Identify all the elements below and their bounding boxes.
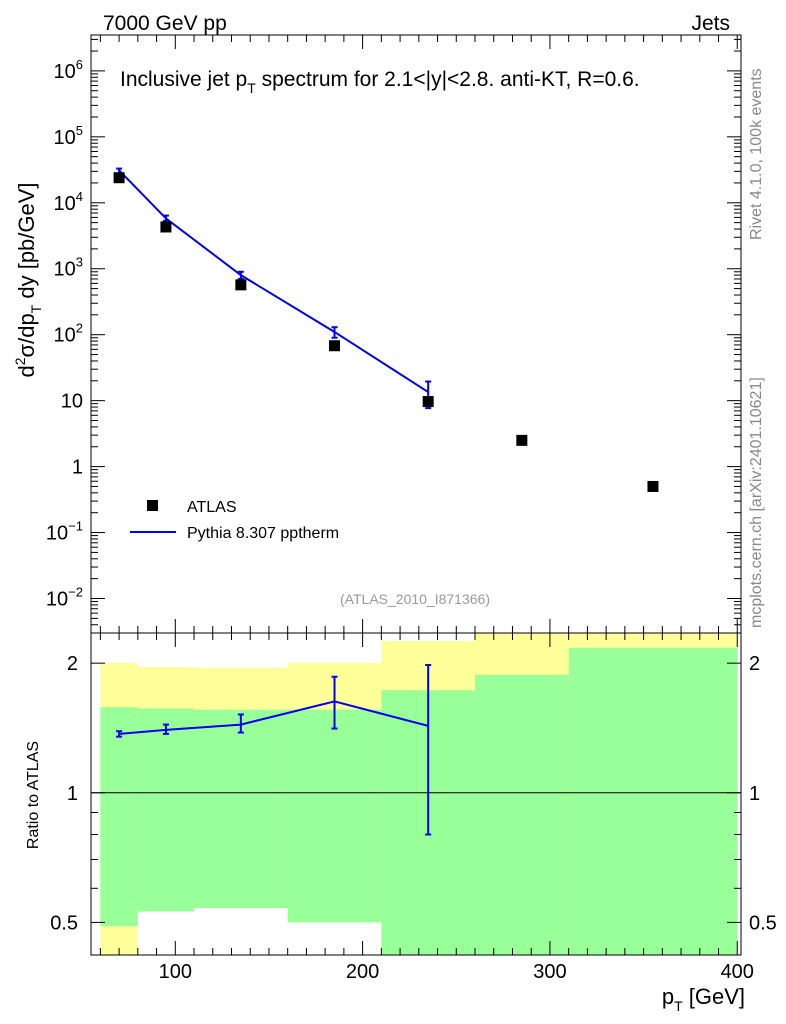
analysis-watermark: (ATLAS_2010_I871366) (340, 591, 490, 607)
main-y-tick-base: 10 (46, 589, 68, 611)
ratio-y-tick-label-right: 1 (749, 783, 760, 805)
atlas-data-point (422, 396, 434, 408)
main-data-layer (113, 167, 659, 492)
pythia-series-line (118, 169, 429, 393)
plot-title: Inclusive jet pT spectrum for 2.1<|y|<2.… (120, 68, 640, 96)
main-y-tick-exponent: 5 (76, 123, 83, 138)
ratio-y-tick-label-left: 0.5 (50, 912, 78, 934)
main-y-tick-label: 106 (54, 57, 83, 83)
ratio-y-tick-label-right: 0.5 (749, 912, 777, 934)
main-y-tick-label: 102 (54, 321, 83, 347)
atlas-data-point (516, 434, 528, 446)
rivet-version-text: Rivet 4.1.0, 100k events (748, 68, 765, 240)
ratio-y-tick-label-left: 1 (67, 783, 78, 805)
ratio-y-axis-label: Ratio to ATLAS (25, 741, 42, 849)
x-tick-label: 200 (346, 961, 379, 983)
ratio-band-green-6 (568, 647, 738, 955)
ratio-panel-frame (90, 632, 742, 956)
main-y-tick-label: 10 (61, 391, 83, 413)
ratio-band-green-3 (287, 709, 382, 923)
main-y-tick-base: 10 (54, 193, 76, 215)
main-y-tick-base: 10 (54, 259, 76, 281)
main-y-tick-label: 104 (54, 189, 83, 215)
main-y-tick-exponent: −1 (68, 519, 83, 534)
atlas-data-point (647, 480, 659, 492)
ratio-y-tick-label-left: 2 (67, 653, 78, 675)
main-y-axis-label: d2σ/dpT dy [pb/GeV] (12, 182, 44, 377)
main-y-tick-base: 10 (61, 391, 83, 413)
main-y-tick-exponent: 4 (76, 189, 83, 204)
main-y-tick-exponent: 6 (76, 57, 83, 72)
main-y-tick-label: 10−2 (46, 585, 83, 611)
atlas-data-point (113, 172, 125, 184)
legend-pythia-label: Pythia 8.307 pptherm (187, 525, 339, 542)
ratio-uncertainty-bands (100, 633, 738, 955)
main-y-tick-base: 10 (54, 61, 76, 83)
atlas-data-point (235, 279, 247, 291)
x-axis-label: pT [GeV] (662, 984, 745, 1014)
header-left: 7000 GeV pp (103, 12, 227, 35)
mcplots-credit-text: mcplots.cern.ch [arXiv:2401.10621] (748, 377, 765, 628)
legend-atlas-marker (147, 500, 158, 511)
main-y-tick-base: 10 (54, 325, 76, 347)
x-tick-label: 100 (159, 961, 192, 983)
main-y-tick-exponent: 2 (76, 321, 83, 336)
legend-atlas-label: ATLAS (187, 499, 237, 516)
main-y-tick-base: 10 (46, 523, 68, 545)
main-y-tick-base: 10 (54, 127, 76, 149)
ratio-band-green-2 (194, 709, 288, 909)
ratio-y-tick-label-right: 2 (749, 653, 760, 675)
atlas-data-point (160, 221, 172, 233)
x-tick-label: 300 (533, 961, 566, 983)
ratio-band-green-1 (137, 708, 195, 912)
ratio-band-green-5 (475, 674, 569, 955)
main-y-tick-exponent: 3 (76, 255, 83, 270)
main-y-tick-label: 103 (54, 255, 83, 281)
main-y-tick-label: 105 (54, 123, 83, 149)
header-right: Jets (691, 12, 730, 35)
x-tick-label: 400 (721, 961, 754, 983)
ratio-band-green-0 (100, 707, 138, 927)
main-y-tick-label: 10−1 (46, 519, 83, 545)
ratio-axis-ticks: 0.5 0.5 1 1 2 2 100 200 300 400 (50, 633, 777, 983)
main-y-tick-label: 1 (72, 457, 83, 479)
main-y-tick-exponent: −2 (68, 585, 83, 600)
main-y-tick-base: 1 (72, 457, 83, 479)
atlas-data-point (329, 340, 341, 352)
legend: ATLAS Pythia 8.307 pptherm (130, 499, 339, 542)
ratio-data-layer (116, 664, 432, 836)
main-panel-frame (90, 34, 742, 634)
